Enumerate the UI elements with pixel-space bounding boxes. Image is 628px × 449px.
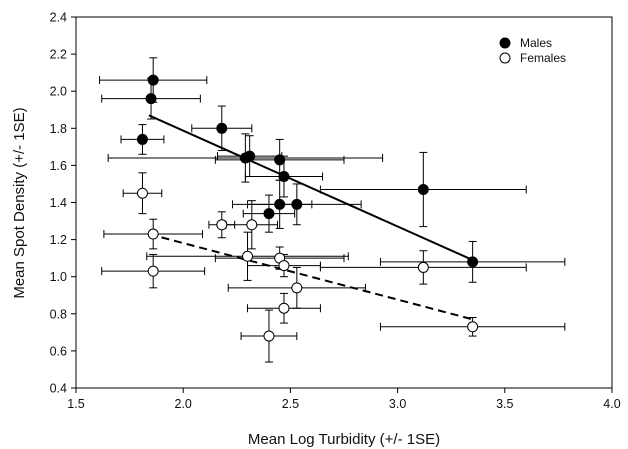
x-axis-ticks: 1.5 2.0 2.5 3.0 3.5 4.0 <box>67 388 621 411</box>
y-axis-title: Mean Spot Density (+/- 1SE) <box>11 107 28 298</box>
y-tick-label: 2.4 <box>50 11 67 25</box>
males-data-point <box>136 133 148 145</box>
y-tick-label: 0.6 <box>50 344 67 358</box>
y-tick-label: 1.2 <box>50 233 67 247</box>
x-tick-label: 2.0 <box>175 397 192 411</box>
males-data-point <box>291 198 303 210</box>
females-data-point <box>278 260 290 272</box>
y-tick-label: 1.0 <box>50 270 67 284</box>
x-axis-title: Mean Log Turbidity (+/- 1SE) <box>248 431 440 448</box>
females-data-point <box>291 282 303 294</box>
females-data-point <box>216 219 228 231</box>
y-tick-label: 1.4 <box>50 196 67 210</box>
x-tick-label: 2.5 <box>282 397 299 411</box>
females-data-point <box>136 187 148 199</box>
legend-label-females: Females <box>520 51 566 65</box>
females-data-point <box>417 261 429 273</box>
females-data-point <box>246 219 258 231</box>
males-data-point <box>274 154 286 166</box>
females-data-point <box>263 330 275 342</box>
males-data-point <box>274 198 286 210</box>
males-data-point <box>145 93 157 105</box>
males-trend-line <box>148 114 474 261</box>
y-tick-label: 1.6 <box>50 159 67 173</box>
x-tick-label: 3.0 <box>389 397 406 411</box>
females-data-point <box>467 321 479 333</box>
males-data-point <box>263 208 275 220</box>
error-bars <box>99 57 566 363</box>
females-data-point <box>242 250 254 262</box>
legend-marker-females <box>499 52 511 64</box>
y-tick-label: 1.8 <box>50 122 67 136</box>
males-data-point <box>278 171 290 183</box>
legend-marker-males <box>499 37 511 49</box>
y-tick-label: 2.2 <box>50 48 67 62</box>
y-tick-label: 0.8 <box>50 307 67 321</box>
males-data-point <box>244 150 256 162</box>
x-tick-label: 3.5 <box>496 397 513 411</box>
x-tick-label: 4.0 <box>603 397 620 411</box>
trend-lines <box>148 114 474 321</box>
y-tick-label: 0.4 <box>50 382 67 396</box>
males-data-point <box>467 256 479 268</box>
legend-label-males: Males <box>520 36 552 50</box>
females-trend-line <box>148 233 473 321</box>
males-data-point <box>216 122 228 134</box>
x-tick-label: 1.5 <box>67 397 84 411</box>
data-points <box>136 74 479 342</box>
males-data-point <box>417 184 429 196</box>
females-data-point <box>147 228 159 240</box>
y-axis-ticks: 0.4 0.6 0.8 1.0 1.2 1.4 1.6 1.8 2.0 2.2 2.4 <box>50 11 76 396</box>
females-data-point <box>147 265 159 277</box>
females-data-point <box>278 302 290 314</box>
y-tick-label: 2.0 <box>50 85 67 99</box>
males-data-point <box>147 74 159 86</box>
